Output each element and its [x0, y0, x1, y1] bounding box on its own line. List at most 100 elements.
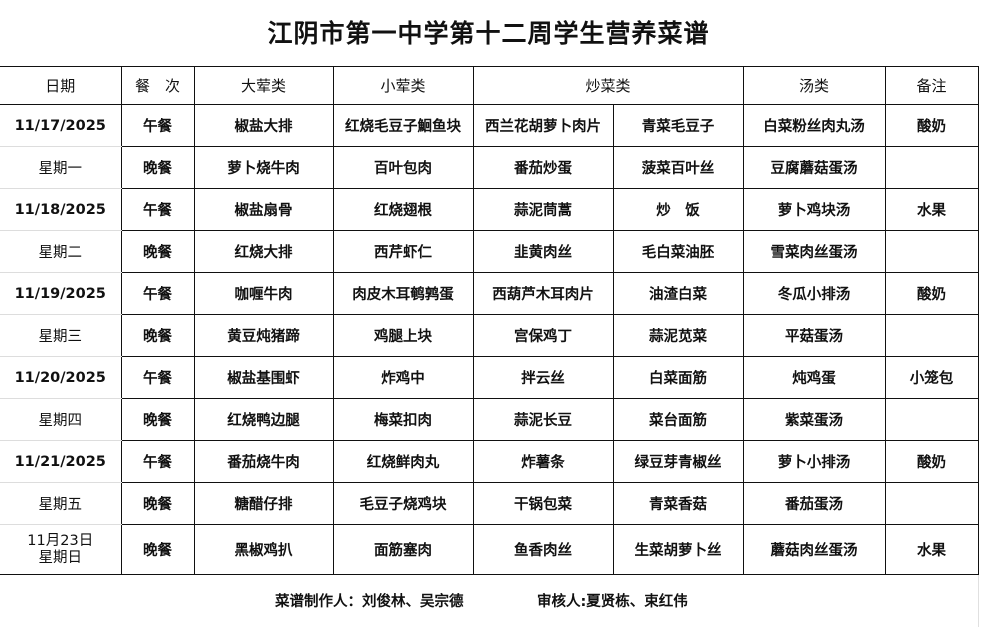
dish-cell-big: 红烧鸭边腿	[193, 398, 334, 441]
menu-row: 11/20/2025 午餐 椒盐基围虾 炸鸡中 拌云丝 白菜面筋 炖鸡蛋 小笼包	[0, 356, 979, 399]
dish-cell-stir1: 韭黄肉丝	[472, 230, 614, 273]
dish-cell-big: 椒盐大排	[193, 104, 334, 147]
dish-cell-meal: 晚餐	[120, 230, 195, 273]
page-title: 江阴市第一中学第十二周学生营养菜谱	[267, 19, 710, 48]
dish-cell-note	[884, 314, 979, 357]
menu-table: 日期 餐 次 大荤类 小荤类 炒菜类 汤类 备注 11/17/2025 午餐 椒盐大…	[0, 66, 979, 575]
dish-cell-note	[884, 398, 979, 441]
dish-cell-meal: 晚餐	[120, 524, 195, 575]
menu-row: 11/17/2025 午餐 椒盐大排 红烧毛豆子鮰鱼块 西兰花胡萝卜肉片 青菜毛豆子 白菜粉…	[0, 104, 979, 147]
dish-cell-soup: 平菇蛋汤	[742, 314, 886, 357]
dish-cell-stir2: 炒 饭	[612, 188, 744, 231]
dish-cell-meal: 午餐	[120, 440, 195, 483]
menu-row: 星期二 晚餐 红烧大排 西芹虾仁 韭黄肉丝 毛白菜油胚 雪菜肉丝蛋汤	[0, 230, 979, 273]
dish-cell-stir1: 干锅包菜	[472, 482, 614, 525]
menu-row: 星期五 晚餐 糖醋仔排 毛豆子烧鸡块 干锅包菜 青菜香菇 番茄蛋汤	[0, 482, 979, 525]
dish-cell-note: 小笼包	[884, 356, 979, 399]
menu-row: 11/21/2025 午餐 番茄烧牛肉 红烧鲜肉丸 炸薯条 绿豆芽青椒丝 萝卜小排汤 酸奶	[0, 440, 979, 483]
dish-cell-stir1: 拌云丝	[472, 356, 614, 399]
dish-cell-small: 面筋塞肉	[332, 524, 474, 575]
dish-cell-stir2: 蒜泥苋菜	[612, 314, 744, 357]
dish-cell-small: 肉皮木耳鹌鹑蛋	[332, 272, 474, 315]
dish-cell-small: 鸡腿上块	[332, 314, 474, 357]
dish-cell-note	[884, 146, 979, 189]
sunday-weekday: 星期日	[38, 549, 83, 566]
dish-cell-stir2: 菠菜百叶丝	[612, 146, 744, 189]
header-stir-fry: 炒菜类	[472, 66, 744, 105]
dish-cell-meal: 午餐	[120, 188, 195, 231]
dish-cell-big: 番茄烧牛肉	[193, 440, 334, 483]
dish-cell-big: 椒盐基围虾	[193, 356, 334, 399]
dish-cell-note: 水果	[884, 188, 979, 231]
dish-cell-stir2: 青菜毛豆子	[612, 104, 744, 147]
header-big-meat: 大荤类	[193, 66, 334, 105]
header-note: 备注	[884, 66, 979, 105]
dish-cell-note	[884, 482, 979, 525]
dish-cell-soup: 番茄蛋汤	[742, 482, 886, 525]
date-cell: 11/21/2025	[0, 440, 122, 483]
dish-cell-soup: 雪菜肉丝蛋汤	[742, 230, 886, 273]
weekday-cell: 星期五	[0, 482, 122, 525]
dish-cell-big: 咖喱牛肉	[193, 272, 334, 315]
dish-cell-small: 炸鸡中	[332, 356, 474, 399]
header-date: 日期	[0, 66, 122, 105]
dish-cell-small: 红烧鲜肉丸	[332, 440, 474, 483]
menu-row: 星期四 晚餐 红烧鸭边腿 梅菜扣肉 蒜泥长豆 菜台面筋 紫菜蛋汤	[0, 398, 979, 441]
dish-cell-small: 毛豆子烧鸡块	[332, 482, 474, 525]
header-small-meat: 小荤类	[332, 66, 474, 105]
dish-cell-note: 水果	[884, 524, 979, 575]
dish-cell-soup: 炖鸡蛋	[742, 356, 886, 399]
header-row: 日期 餐 次 大荤类 小荤类 炒菜类 汤类 备注	[0, 66, 979, 105]
dish-cell-stir1: 番茄炒蛋	[472, 146, 614, 189]
dish-cell-note: 酸奶	[884, 272, 979, 315]
menu-row: 11/18/2025 午餐 椒盐扇骨 红烧翅根 蒜泥茼蒿炒 饭萝卜鸡块汤 水果	[0, 188, 979, 231]
header-meal: 餐 次	[120, 66, 195, 105]
dish-cell-big: 椒盐扇骨	[193, 188, 334, 231]
dish-cell-meal: 晚餐	[120, 482, 195, 525]
dish-cell-meal: 午餐	[120, 104, 195, 147]
dish-cell-stir1: 西葫芦木耳肉片	[472, 272, 614, 315]
dish-cell-soup: 萝卜小排汤	[742, 440, 886, 483]
weekday-cell: 星期二	[0, 230, 122, 273]
dish-cell-soup: 豆腐蘑菇蛋汤	[742, 146, 886, 189]
menu-reviewers: 审核人:夏贤栋、束红伟	[537, 594, 688, 610]
sunday-date: 11月23日	[27, 532, 94, 549]
menu-row: 星期一 晚餐 萝卜烧牛肉 百叶包肉 番茄炒蛋 菠菜百叶丝 豆腐蘑菇蛋汤	[0, 146, 979, 189]
dish-cell-small: 红烧毛豆子鮰鱼块	[332, 104, 474, 147]
date-cell: 11/18/2025	[0, 188, 122, 231]
dish-cell-big: 糖醋仔排	[193, 482, 334, 525]
dish-cell-big: 黑椒鸡扒	[193, 524, 334, 575]
dish-cell-stir2: 菜台面筋	[612, 398, 744, 441]
dish-cell-soup: 萝卜鸡块汤	[742, 188, 886, 231]
date-cell: 11/20/2025	[0, 356, 122, 399]
weekday-cell: 星期四	[0, 398, 122, 441]
dish-cell-big: 萝卜烧牛肉	[193, 146, 334, 189]
dish-cell-meal: 午餐	[120, 272, 195, 315]
dish-cell-soup: 白菜粉丝肉丸汤	[742, 104, 886, 147]
dish-cell-big: 黄豆炖猪蹄	[193, 314, 334, 357]
dish-cell-big: 红烧大排	[193, 230, 334, 273]
date-cell: 11/17/2025	[0, 104, 122, 147]
dish-cell-small: 百叶包肉	[332, 146, 474, 189]
dish-cell-meal: 晚餐	[120, 314, 195, 357]
dish-cell-stir2: 绿豆芽青椒丝	[612, 440, 744, 483]
dish-cell-stir2: 毛白菜油胚	[612, 230, 744, 273]
dish-cell-small: 梅菜扣肉	[332, 398, 474, 441]
sunday-date-cell: 11月23日 星期日	[0, 524, 122, 575]
date-cell: 11/19/2025	[0, 272, 122, 315]
dish-cell-note: 酸奶	[884, 440, 979, 483]
dish-cell-stir1: 宫保鸡丁	[472, 314, 614, 357]
dish-cell-soup: 冬瓜小排汤	[742, 272, 886, 315]
menu-row: 11/19/2025 午餐 咖喱牛肉 肉皮木耳鹌鹑蛋 西葫芦木耳肉片 油渣白菜 冬瓜小排汤酸…	[0, 272, 979, 315]
menu-row: 星期三 晚餐 黄豆炖猪蹄 鸡腿上块 宫保鸡丁 蒜泥苋菜 平菇蛋汤	[0, 314, 979, 357]
dish-cell-soup: 蘑菇肉丝蛋汤	[742, 524, 886, 575]
dish-cell-meal: 午餐	[120, 356, 195, 399]
weekday-cell: 星期三	[0, 314, 122, 357]
dish-cell-stir1: 蒜泥茼蒿	[472, 188, 614, 231]
header-soup: 汤类	[742, 66, 886, 105]
weekday-cell: 星期一	[0, 146, 122, 189]
dish-cell-stir1: 炸薯条	[472, 440, 614, 483]
dish-cell-small: 西芹虾仁	[332, 230, 474, 273]
dish-cell-soup: 紫菜蛋汤	[742, 398, 886, 441]
dish-cell-stir2: 青菜香菇	[612, 482, 744, 525]
